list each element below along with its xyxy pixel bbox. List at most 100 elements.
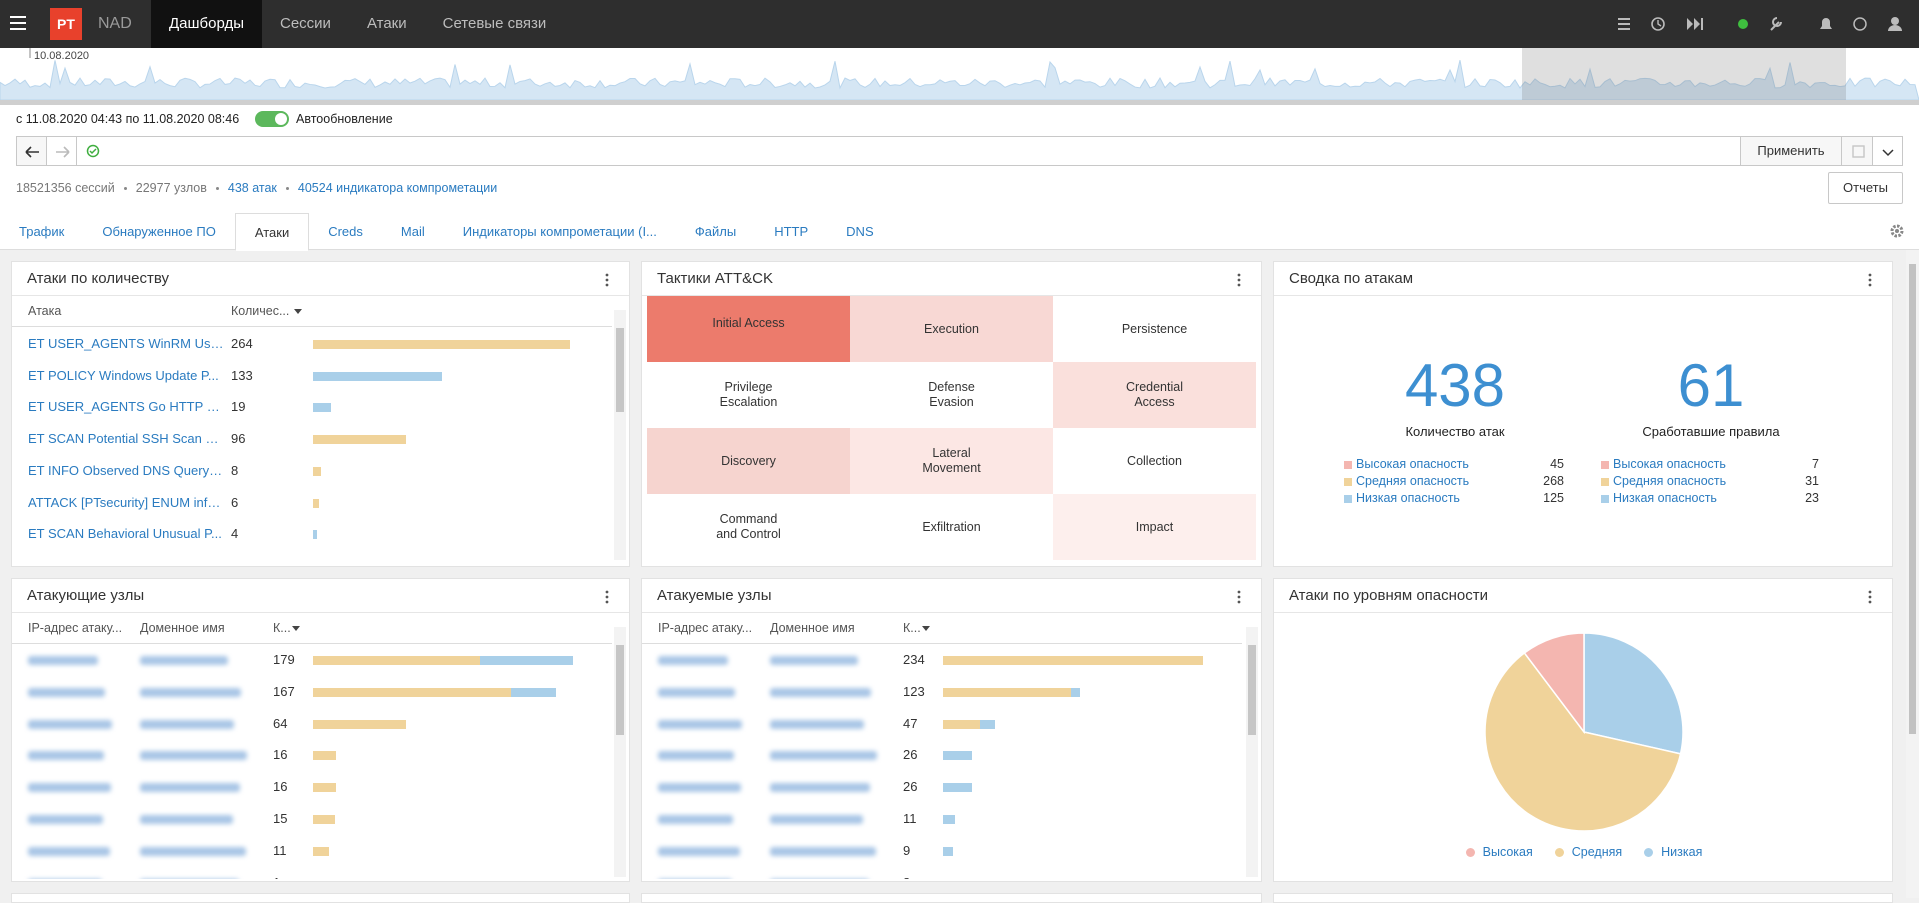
domain-hidden <box>770 847 876 856</box>
attack-name[interactable]: ATTACK [PTsecurity] ENUM info... <box>28 495 224 510</box>
widget-menu[interactable] <box>1868 590 1872 604</box>
tactic-cell[interactable]: Command and Control <box>647 494 850 560</box>
tab[interactable]: HTTP <box>755 213 827 250</box>
attack-name[interactable]: ET INFO Observed DNS Query t... <box>28 463 224 478</box>
scrollbar[interactable] <box>1246 627 1258 877</box>
tab[interactable]: Обнаруженное ПО <box>83 213 235 250</box>
query-bar[interactable] <box>16 136 1903 166</box>
severity-name[interactable]: Низкая опасность <box>1356 491 1460 505</box>
column-header[interactable]: Доменное имя <box>770 621 855 635</box>
attack-name[interactable]: ET SCAN Behavioral Unusual P... <box>28 526 224 541</box>
sort-icon[interactable] <box>292 626 300 632</box>
dot <box>606 591 609 594</box>
attack-name[interactable]: ET USER_AGENTS WinRM User... <box>28 336 224 351</box>
attack-name[interactable]: ET POLICY Windows Update P... <box>28 368 224 383</box>
ip-address-hidden <box>658 815 733 824</box>
timeline[interactable]: 10.08.2020 <box>0 48 1919 105</box>
widget-title: Атаки по уровням опасности <box>1289 587 1488 604</box>
nav-tab[interactable]: Сетевые связи <box>425 0 565 48</box>
forward-button[interactable] <box>46 136 77 166</box>
tactic-cell[interactable]: Collection <box>1053 428 1256 494</box>
scrollbar-thumb <box>1248 645 1256 735</box>
legend-item[interactable]: Высокая <box>1466 845 1533 859</box>
stat[interactable]: 40524 индикатора компрометации <box>298 181 497 195</box>
big-number: 61 <box>1611 356 1811 416</box>
sort-icon[interactable] <box>294 309 302 315</box>
scrollbar[interactable] <box>614 627 626 877</box>
page-scrollbar[interactable] <box>1906 250 1919 898</box>
sort-icon[interactable] <box>922 626 930 632</box>
column-header[interactable]: К... <box>273 621 291 635</box>
attack-name[interactable]: ET POLICY GNU/Linux APT Use... <box>28 558 224 560</box>
widget-menu[interactable] <box>1237 273 1241 287</box>
nav-tab[interactable]: Атаки <box>349 0 425 48</box>
column-header[interactable]: Доменное имя <box>140 621 225 635</box>
ip-address-hidden <box>658 783 741 792</box>
tactic-cell[interactable]: Lateral Movement <box>850 428 1053 494</box>
tab[interactable]: Файлы <box>676 213 755 250</box>
logo[interactable]: PT <box>50 8 82 40</box>
tab[interactable]: DNS <box>827 213 892 250</box>
tactic-cell[interactable]: Defense Evasion <box>850 362 1053 428</box>
stat[interactable]: 438 атак <box>228 181 277 195</box>
tab[interactable]: Атаки <box>235 213 309 251</box>
dot <box>606 284 609 287</box>
widget-menu[interactable] <box>1868 273 1872 287</box>
tactic-cell[interactable]: Persistence <box>1053 296 1256 362</box>
timeline-chart <box>0 48 1919 105</box>
reports-button[interactable]: Отчеты <box>1828 172 1903 204</box>
severity-name[interactable]: Высокая опасность <box>1356 457 1469 471</box>
scrollbar[interactable] <box>614 310 626 560</box>
attack-name[interactable]: ET SCAN Potential SSH Scan O... <box>28 431 224 446</box>
tab[interactable]: Трафик <box>0 213 83 250</box>
bar-medium <box>313 783 336 792</box>
time-range[interactable]: с 11.08.2020 04:43 по 11.08.2020 08:46 <box>16 112 239 126</box>
legend-dot <box>1644 848 1653 857</box>
tactic-cell[interactable]: Execution <box>850 296 1053 362</box>
apply-button[interactable]: Применить <box>1740 136 1842 166</box>
dropdown-button[interactable] <box>1872 136 1903 166</box>
column-header[interactable]: Количес... <box>231 304 289 318</box>
tab[interactable]: Creds <box>309 213 382 250</box>
column-header[interactable]: IP-адрес атаку... <box>658 621 752 635</box>
severity-name[interactable]: Высокая опасность <box>1613 457 1726 471</box>
ip-address-hidden <box>658 847 740 856</box>
widget-menu[interactable] <box>605 590 609 604</box>
tactic-cell[interactable]: Privilege Escalation <box>647 362 850 428</box>
tactic-cell[interactable]: Initial Access <box>647 296 850 362</box>
severity-name[interactable]: Низкая опасность <box>1613 491 1717 505</box>
back-button[interactable] <box>16 136 47 166</box>
legend-item[interactable]: Низкая <box>1644 845 1702 859</box>
tactic-cell[interactable]: Discovery <box>647 428 850 494</box>
attack-name[interactable]: ET USER_AGENTS Go HTTP Cli... <box>28 399 224 414</box>
tab[interactable]: Индикаторы компрометации (I... <box>444 213 676 250</box>
tactic-label: Execution <box>924 322 979 337</box>
column-header[interactable]: Атака <box>28 304 61 318</box>
tactic-cell[interactable]: Impact <box>1053 494 1256 560</box>
tactic-cell[interactable]: Exfiltration <box>850 494 1053 560</box>
column-header[interactable]: IP-адрес атаку... <box>28 621 122 635</box>
tab[interactable]: Mail <box>382 213 444 250</box>
column-header[interactable]: К... <box>903 621 921 635</box>
widget-menu[interactable] <box>605 273 609 287</box>
auto-refresh-toggle[interactable] <box>255 111 289 127</box>
bar-low <box>480 656 573 665</box>
legend-item[interactable]: Средняя <box>1555 845 1622 859</box>
count: 19 <box>231 399 245 414</box>
tactic-label: Exfiltration <box>922 520 980 535</box>
tactic-cell[interactable]: Credential Access <box>1053 362 1256 428</box>
settings-icon[interactable] <box>1888 222 1906 240</box>
widget-edge <box>1273 893 1893 903</box>
menu-icon[interactable] <box>10 16 26 30</box>
bar-medium <box>313 847 329 856</box>
timeline-selection[interactable] <box>1522 48 1846 100</box>
save-button[interactable] <box>1841 136 1873 166</box>
ip-address-hidden <box>28 815 103 824</box>
widget-menu[interactable] <box>1237 590 1241 604</box>
nav-tab[interactable]: Сессии <box>262 0 349 48</box>
severity-name[interactable]: Средняя опасность <box>1613 474 1726 488</box>
domain-hidden <box>770 815 863 824</box>
severity-name[interactable]: Средняя опасность <box>1356 474 1469 488</box>
nav-tab[interactable]: Дашборды <box>151 0 262 48</box>
